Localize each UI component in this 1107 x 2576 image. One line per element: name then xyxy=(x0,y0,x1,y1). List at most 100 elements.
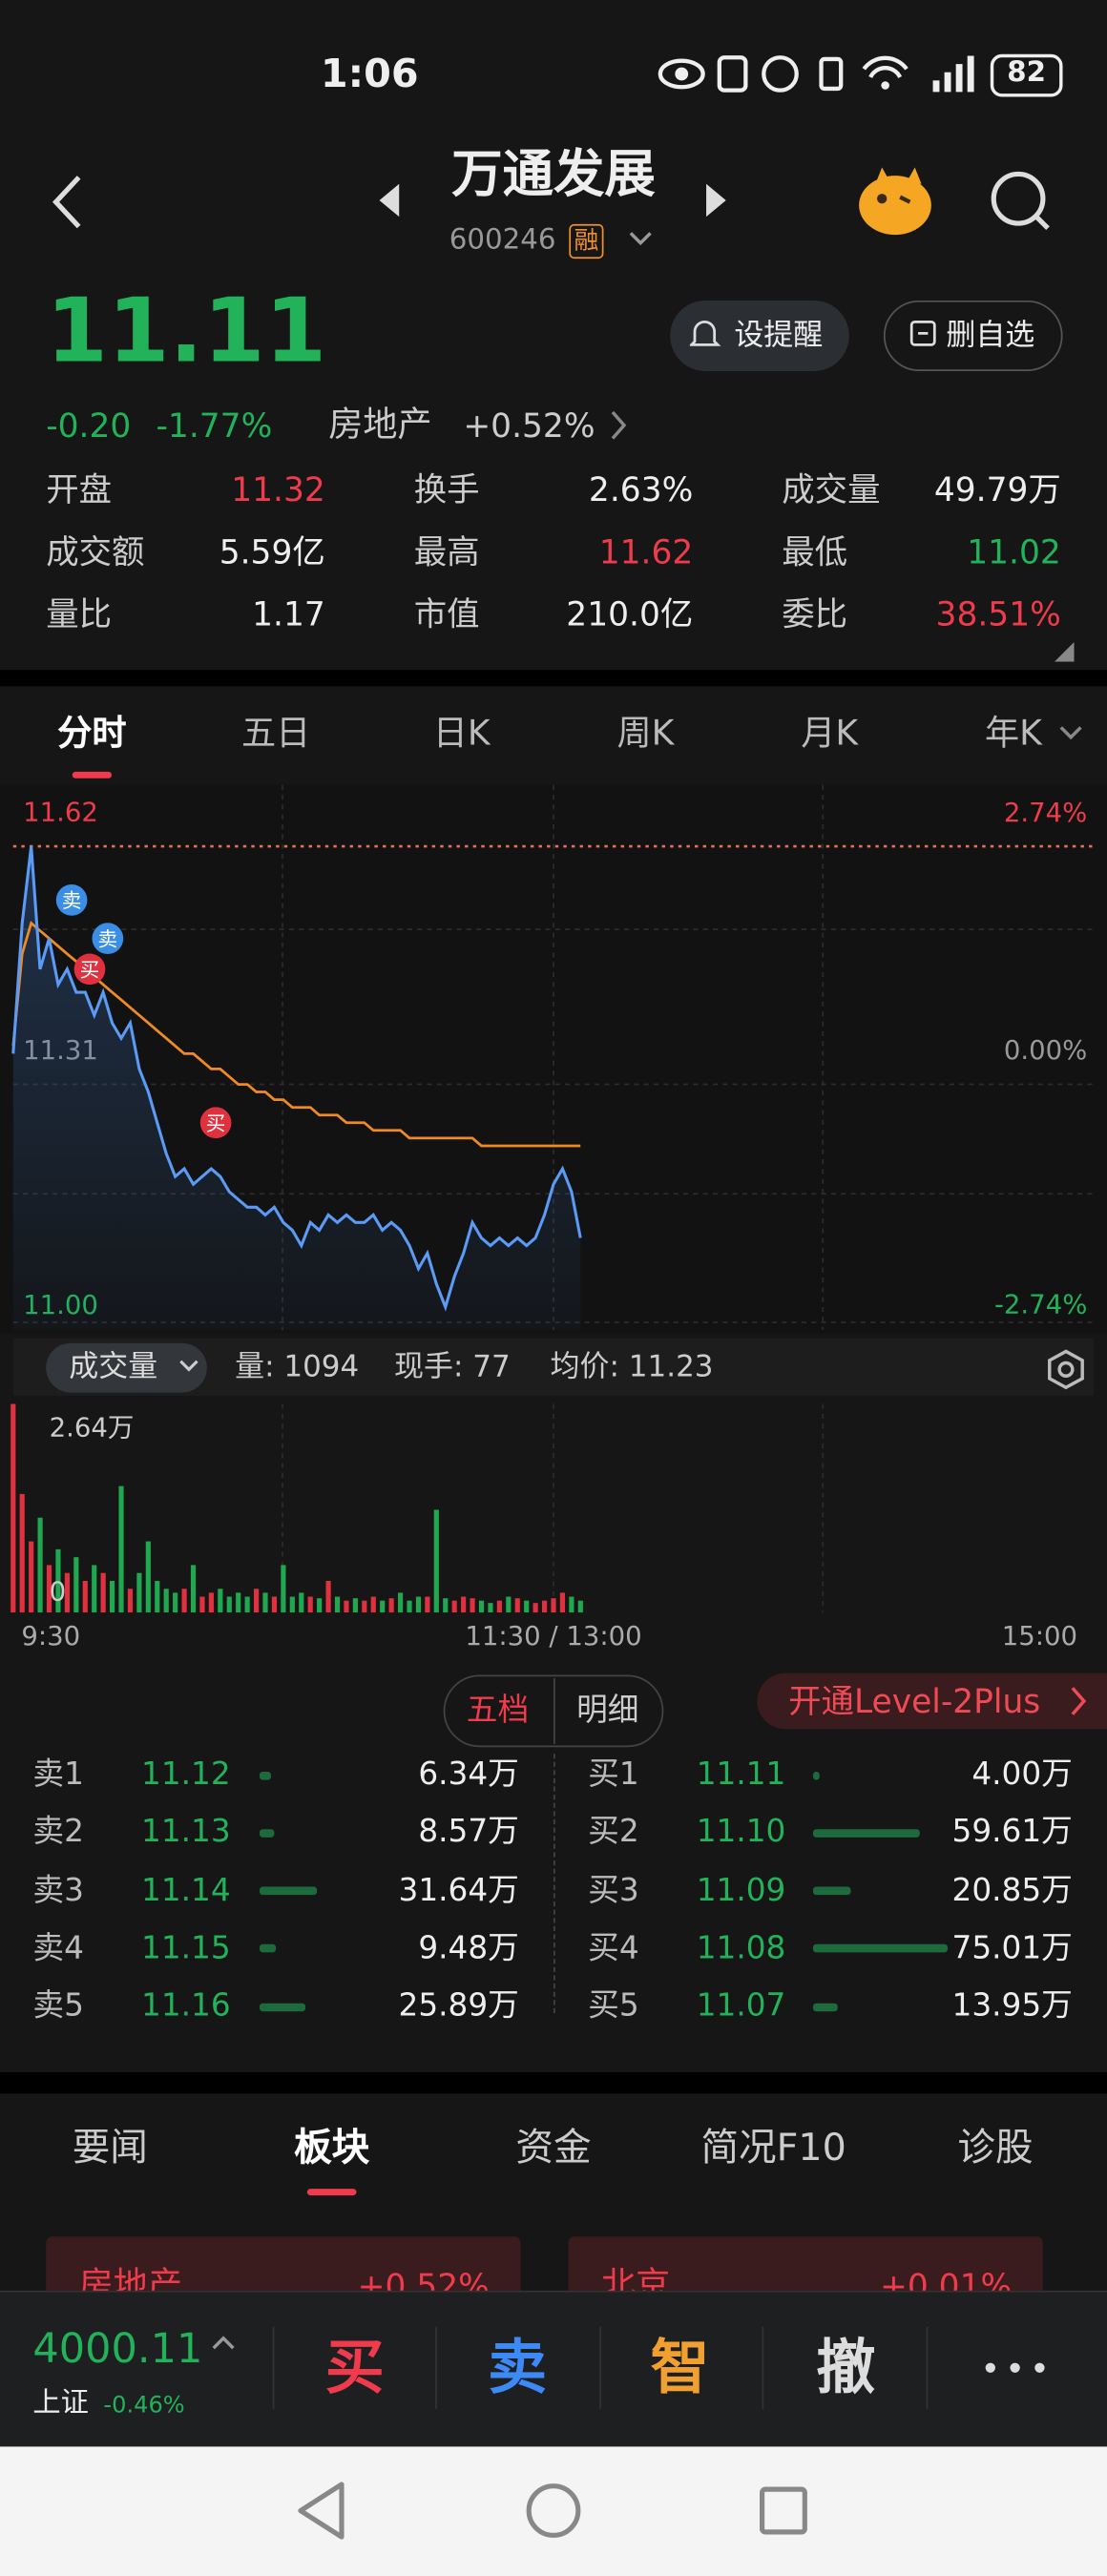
volume-bar xyxy=(244,1596,250,1613)
trade-button[interactable]: 撤 xyxy=(816,2335,876,2402)
volume-bar xyxy=(19,1493,25,1613)
volume-bar xyxy=(55,1548,61,1613)
book-volume: 9.48万 xyxy=(418,1929,519,1966)
battery-level: 82 xyxy=(1007,56,1047,90)
sector-change[interactable]: +0.52% xyxy=(463,405,595,446)
stat-value: 11.02 xyxy=(967,531,1061,571)
tab-details[interactable]: 明细 xyxy=(576,1692,639,1729)
alert-label[interactable]: 设提醒 xyxy=(734,318,824,354)
price-area xyxy=(12,846,581,1331)
volume-bar xyxy=(380,1600,386,1613)
book-level: 卖4 xyxy=(32,1929,84,1966)
volume-bar xyxy=(127,1589,134,1613)
volume-bar xyxy=(317,1598,323,1613)
alert-button[interactable] xyxy=(670,300,849,371)
volume-bar xyxy=(325,1580,331,1613)
index-change[interactable]: -0.46% xyxy=(103,2392,185,2420)
book-level: 买3 xyxy=(588,1872,639,1909)
status-time: 1:06 xyxy=(320,51,419,97)
y2-tick-label: 2.74% xyxy=(1004,798,1087,828)
book-toggle[interactable] xyxy=(443,1674,664,1748)
volume-bar xyxy=(551,1598,556,1613)
index-value[interactable]: 4000.11 xyxy=(32,2324,203,2373)
watchlist-label[interactable]: 删自选 xyxy=(946,318,1035,354)
book-price: 11.16 xyxy=(141,1987,231,2025)
trade-button[interactable]: 卖 xyxy=(488,2335,548,2402)
period-tab[interactable]: 五日 xyxy=(240,713,311,754)
info-tab[interactable]: 板块 xyxy=(294,2127,370,2171)
book-price: 11.13 xyxy=(141,1814,231,1851)
info-tab[interactable]: 资金 xyxy=(515,2127,592,2171)
period-tab[interactable]: 分时 xyxy=(57,713,127,754)
stat-label: 最高 xyxy=(413,531,480,571)
period-tab[interactable]: 日K xyxy=(432,713,491,754)
x-tick-label: 9:30 xyxy=(21,1621,80,1652)
indicator-selector[interactable] xyxy=(46,1342,207,1393)
button-icons xyxy=(689,320,936,346)
book-level: 买2 xyxy=(588,1814,639,1851)
volume-bar xyxy=(443,1598,449,1613)
toggle-divider xyxy=(554,1677,555,1744)
index-name[interactable]: 上证 xyxy=(32,2386,89,2420)
book-bar xyxy=(259,1886,317,1896)
trade-marker xyxy=(92,923,124,954)
volume-bar xyxy=(163,1589,169,1613)
y-tick-label: 11.62 xyxy=(23,798,98,828)
level2-chevron xyxy=(1071,1687,1087,1715)
level2-label[interactable]: 开通Level-2Plus xyxy=(788,1681,1041,1721)
indicator-label[interactable]: 成交量 xyxy=(69,1349,158,1384)
info-tab[interactable]: 诊股 xyxy=(957,2127,1034,2171)
info-tab[interactable]: 简况F10 xyxy=(700,2127,846,2171)
stock-code: 600246 xyxy=(449,223,556,258)
volume-bar xyxy=(362,1600,367,1613)
book-bar xyxy=(259,1771,271,1779)
book-price: 11.09 xyxy=(696,1872,786,1909)
trade-button[interactable]: 智 xyxy=(650,2335,710,2402)
volume-bar xyxy=(236,1592,241,1613)
level2-button[interactable] xyxy=(757,1672,1107,1730)
volume-bar xyxy=(461,1596,467,1613)
volume-bar xyxy=(307,1596,313,1613)
button-divider xyxy=(926,2326,929,2409)
period-tab[interactable]: 周K xyxy=(616,713,675,754)
nav-icons xyxy=(298,2482,807,2540)
book-price: 11.15 xyxy=(141,1929,231,1966)
more-button[interactable] xyxy=(977,2352,1059,2384)
stat-value: 2.63% xyxy=(588,469,694,509)
tab-five-levels[interactable]: 五档 xyxy=(466,1692,530,1729)
volume-bar xyxy=(524,1600,530,1613)
volume-bar xyxy=(388,1598,394,1613)
volume-bar xyxy=(92,1565,97,1613)
watchlist-button[interactable] xyxy=(883,300,1063,371)
info-tab[interactable]: 要闻 xyxy=(72,2127,148,2171)
volume-bar xyxy=(569,1596,574,1613)
book-volume: 6.34万 xyxy=(418,1755,519,1793)
hand-info: 现手: 77 xyxy=(394,1349,511,1384)
book-bar xyxy=(812,1771,821,1779)
button-divider xyxy=(599,2326,601,2409)
stat-value: 1.17 xyxy=(252,594,325,634)
trade-button[interactable]: 买 xyxy=(324,2335,385,2402)
book-level: 卖5 xyxy=(32,1987,84,2025)
separator xyxy=(0,670,1107,687)
volume-bar xyxy=(370,1596,376,1613)
book-bar xyxy=(259,1828,276,1838)
x-tick-label: 11:30 / 13:00 xyxy=(465,1621,641,1652)
volume-bar xyxy=(352,1598,358,1613)
period-tab[interactable]: 年K xyxy=(984,713,1042,754)
volume-bar xyxy=(64,1572,70,1613)
sector-name[interactable]: 房地产 xyxy=(328,405,432,445)
avg-line xyxy=(11,921,581,1148)
trade-marker xyxy=(73,953,106,986)
settings-icon[interactable] xyxy=(1045,1348,1088,1391)
volume-bar xyxy=(46,1565,52,1613)
volume-bar xyxy=(226,1596,232,1613)
period-tab[interactable]: 月K xyxy=(801,713,859,754)
volume-bar xyxy=(29,1541,34,1613)
book-bar xyxy=(812,1828,921,1838)
button-divider xyxy=(272,2326,275,2409)
volume-bar xyxy=(10,1403,16,1613)
volume-bar xyxy=(173,1592,178,1613)
volume-bar xyxy=(218,1589,223,1613)
volume-bar xyxy=(155,1580,160,1613)
